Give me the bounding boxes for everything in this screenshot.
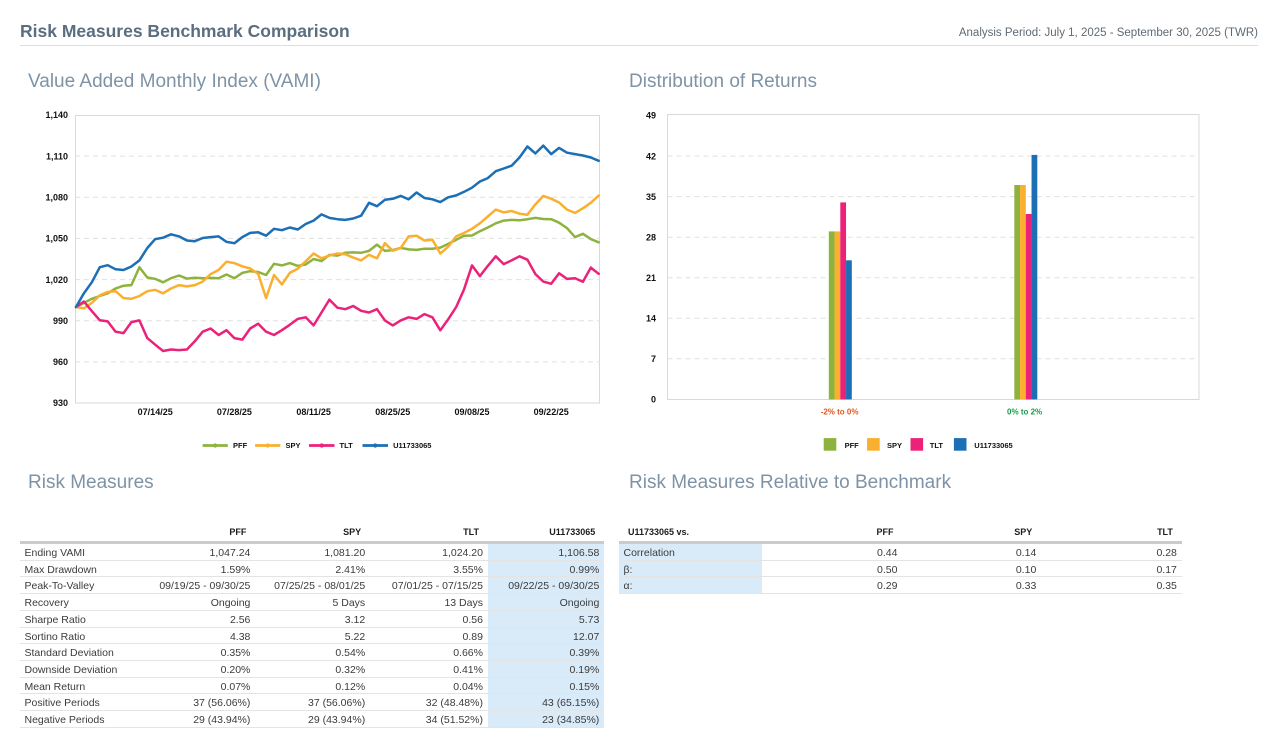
svg-text:-2% to 0%: -2% to 0% bbox=[821, 408, 859, 417]
svg-text:960: 960 bbox=[53, 357, 68, 367]
svg-text:21: 21 bbox=[646, 273, 656, 283]
svg-text:U11733065: U11733065 bbox=[974, 441, 1012, 450]
svg-text:07/28/25: 07/28/25 bbox=[217, 407, 252, 417]
svg-text:49: 49 bbox=[646, 111, 656, 121]
svg-text:0: 0 bbox=[651, 395, 656, 405]
svg-text:1,050: 1,050 bbox=[45, 234, 68, 244]
svg-text:07/14/25: 07/14/25 bbox=[138, 407, 173, 417]
svg-text:TLT: TLT bbox=[340, 441, 354, 450]
svg-text:1,140: 1,140 bbox=[45, 110, 68, 120]
svg-text:TLT: TLT bbox=[930, 441, 944, 450]
svg-text:PFF: PFF bbox=[233, 441, 248, 450]
svg-text:09/22/25: 09/22/25 bbox=[534, 407, 569, 417]
svg-text:28: 28 bbox=[646, 232, 656, 242]
svg-text:1,020: 1,020 bbox=[45, 275, 68, 285]
svg-text:08/11/25: 08/11/25 bbox=[296, 407, 331, 417]
svg-text:SPY: SPY bbox=[887, 441, 902, 450]
svg-text:42: 42 bbox=[646, 151, 656, 161]
svg-text:930: 930 bbox=[53, 398, 68, 408]
svg-text:08/25/25: 08/25/25 bbox=[375, 407, 410, 417]
svg-text:1,080: 1,080 bbox=[45, 193, 68, 203]
svg-text:7: 7 bbox=[651, 354, 656, 364]
svg-text:09/08/25: 09/08/25 bbox=[454, 407, 489, 417]
svg-text:PFF: PFF bbox=[845, 441, 860, 450]
svg-text:U11733065: U11733065 bbox=[393, 441, 431, 450]
svg-text:1,110: 1,110 bbox=[46, 151, 68, 161]
svg-text:SPY: SPY bbox=[286, 441, 301, 450]
svg-text:0% to 2%: 0% to 2% bbox=[1007, 408, 1042, 417]
svg-text:990: 990 bbox=[53, 316, 68, 326]
svg-text:35: 35 bbox=[646, 192, 656, 202]
svg-text:14: 14 bbox=[646, 314, 656, 324]
